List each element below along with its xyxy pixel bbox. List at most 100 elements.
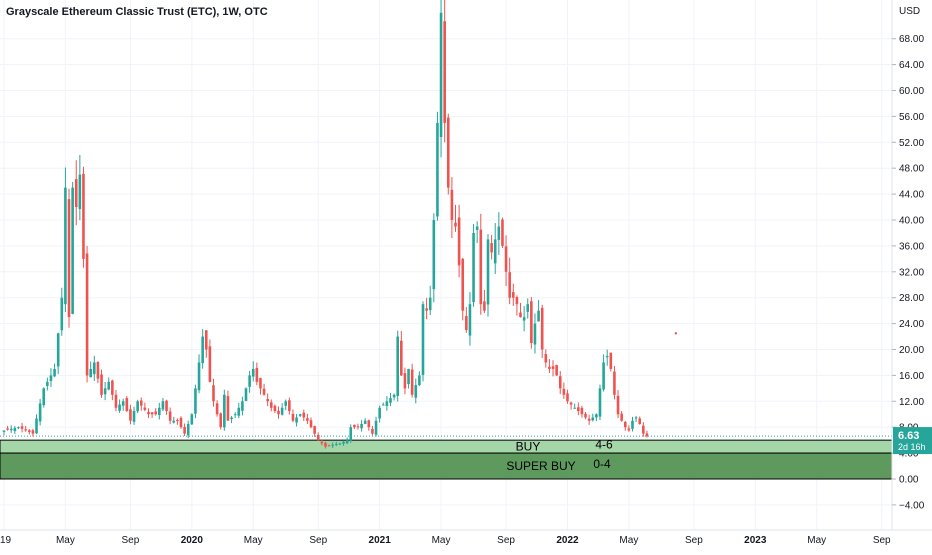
candle-body bbox=[414, 385, 418, 398]
zone-buy bbox=[0, 439, 893, 454]
candle-body bbox=[331, 444, 334, 446]
candle-body bbox=[511, 292, 515, 298]
candle-body bbox=[71, 187, 74, 314]
candle-body bbox=[642, 425, 645, 434]
candle-body bbox=[443, 21, 446, 123]
candle-body bbox=[197, 362, 201, 391]
candle-body bbox=[114, 394, 118, 408]
candlestick-series bbox=[2, 0, 678, 449]
candle-body bbox=[103, 388, 107, 395]
y-tick-label: −4.00 bbox=[899, 500, 925, 511]
candle-body bbox=[392, 394, 396, 398]
x-tick-label: Sep bbox=[122, 535, 140, 546]
candle-body bbox=[540, 307, 544, 350]
candle-body bbox=[591, 417, 595, 421]
candle-body bbox=[74, 179, 78, 208]
candle-body bbox=[248, 375, 251, 387]
candle-body bbox=[602, 362, 605, 390]
candle-body bbox=[320, 441, 324, 444]
currency-label: USD bbox=[899, 6, 920, 17]
x-tick-label: 2022 bbox=[556, 535, 579, 546]
candle-body bbox=[53, 368, 56, 377]
candle-body bbox=[277, 410, 280, 415]
candle-body bbox=[627, 428, 631, 431]
candle-body bbox=[147, 411, 150, 415]
candle-body bbox=[584, 413, 587, 418]
y-tick-label: 68.00 bbox=[899, 34, 924, 45]
candle-body bbox=[295, 417, 298, 423]
y-tick-label: 48.00 bbox=[899, 164, 924, 175]
candle-body bbox=[67, 199, 71, 318]
candle-body bbox=[223, 394, 226, 428]
zone-label: BUY bbox=[516, 440, 541, 454]
candle-body bbox=[219, 413, 223, 428]
candle-body bbox=[562, 388, 566, 395]
candle-body bbox=[566, 393, 569, 402]
candle-body bbox=[475, 226, 479, 230]
candle-body bbox=[17, 427, 20, 429]
candle-body bbox=[389, 398, 392, 403]
x-tick-label: 2023 bbox=[744, 535, 767, 546]
candle-body bbox=[9, 428, 13, 431]
y-tick-label: 44.00 bbox=[899, 190, 924, 201]
candle-body bbox=[421, 304, 425, 375]
candle-body bbox=[486, 239, 490, 305]
candle-body bbox=[356, 426, 360, 428]
x-tick-label: May bbox=[56, 535, 75, 546]
candle-body bbox=[616, 395, 620, 415]
zone-label: SUPER BUY bbox=[506, 459, 575, 473]
candle-body bbox=[360, 423, 363, 429]
candle-body bbox=[345, 440, 349, 444]
candle-body bbox=[501, 219, 504, 246]
candle-body bbox=[450, 189, 454, 220]
y-tick-label: 20.00 bbox=[899, 345, 924, 356]
candle-body bbox=[522, 317, 526, 321]
y-tick-label: 12.00 bbox=[899, 397, 924, 408]
candle-body bbox=[201, 336, 204, 364]
candle-body bbox=[64, 187, 67, 305]
candle-body bbox=[367, 420, 371, 428]
candle-body bbox=[125, 398, 129, 412]
candle-body bbox=[139, 400, 143, 406]
candle-body bbox=[446, 117, 450, 188]
candle-body bbox=[230, 417, 233, 420]
candle-body bbox=[158, 407, 161, 416]
price-zones: BUY 4-6 SUPER BUY 0-4 bbox=[0, 438, 893, 480]
time-axis: 19 May Sep 2020 May Sep 2021 May Sep 2022 May Sep 20… bbox=[0, 535, 891, 546]
candle-body bbox=[374, 420, 378, 435]
candle-body bbox=[251, 368, 255, 377]
price-axis: USD−4.000.004.008.0012.0016.0020.0024.00… bbox=[892, 6, 925, 511]
candle-body bbox=[378, 407, 381, 419]
candle-body bbox=[609, 352, 613, 369]
x-tick-label: Sep bbox=[873, 535, 891, 546]
candle-body bbox=[457, 217, 461, 266]
y-tick-label: 40.00 bbox=[899, 216, 924, 227]
candle-body bbox=[302, 412, 306, 418]
candle-body bbox=[150, 412, 154, 415]
candle-body bbox=[129, 409, 132, 421]
candle-body bbox=[316, 434, 320, 441]
x-tick-label: 2020 bbox=[181, 535, 204, 546]
candle-body bbox=[226, 396, 230, 421]
candle-body bbox=[407, 368, 410, 385]
candle-body bbox=[208, 346, 212, 382]
candle-body bbox=[38, 403, 42, 422]
candle-body bbox=[78, 174, 82, 210]
candle-body bbox=[212, 385, 215, 402]
x-tick-label: May bbox=[432, 535, 451, 546]
candle-body bbox=[551, 366, 555, 369]
candle-body bbox=[526, 304, 530, 312]
candle-body bbox=[190, 414, 194, 425]
candle-body bbox=[291, 413, 295, 421]
candle-body bbox=[338, 443, 342, 445]
candle-body bbox=[60, 297, 64, 331]
candle-body bbox=[132, 411, 136, 422]
candle-body bbox=[468, 304, 472, 336]
candle-body bbox=[118, 404, 121, 411]
candle-body bbox=[483, 301, 486, 311]
y-tick-label: 0.00 bbox=[899, 475, 919, 486]
candle-body bbox=[530, 301, 533, 344]
candle-body bbox=[432, 220, 436, 290]
